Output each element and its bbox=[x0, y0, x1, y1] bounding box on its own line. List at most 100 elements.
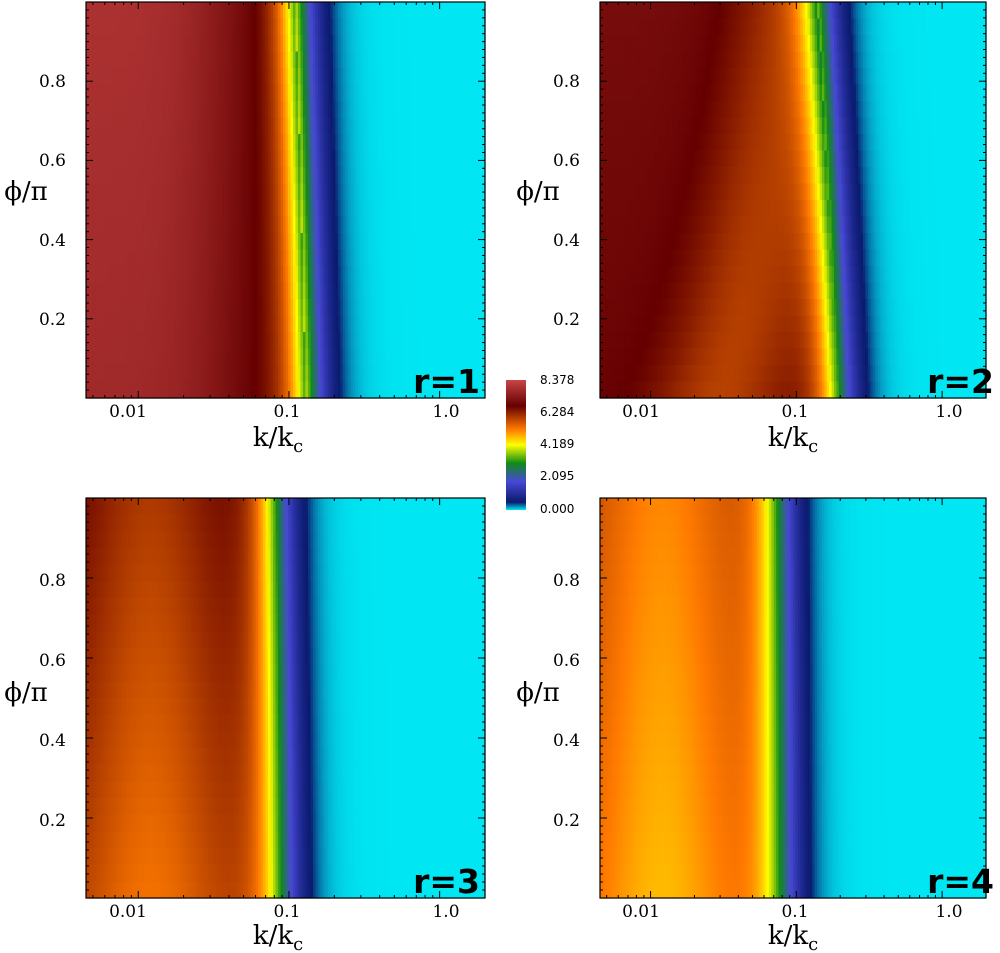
heatmap-cell bbox=[243, 101, 247, 119]
heatmap-cell bbox=[98, 315, 102, 333]
heatmap-cell bbox=[362, 266, 366, 284]
heatmap-cell bbox=[372, 18, 376, 36]
heatmap-cell bbox=[285, 249, 289, 267]
heatmap-cell bbox=[153, 282, 157, 300]
heatmap-cell bbox=[846, 18, 850, 36]
heatmap-cell bbox=[320, 200, 324, 218]
heatmap-cell bbox=[280, 381, 284, 399]
heatmap-cell bbox=[850, 51, 854, 69]
heatmap-cell bbox=[86, 35, 90, 53]
heatmap-cell bbox=[195, 381, 199, 399]
heatmap-cell bbox=[920, 51, 924, 69]
heatmap-cell bbox=[108, 183, 112, 201]
heatmap-cell bbox=[809, 68, 813, 86]
heatmap-cell bbox=[218, 101, 222, 119]
heatmap-cell bbox=[188, 134, 192, 152]
heatmap-r2 bbox=[600, 2, 987, 399]
heatmap-cell bbox=[382, 299, 386, 317]
heatmap-cell bbox=[200, 249, 204, 267]
heatmap-cell bbox=[952, 68, 956, 86]
heatmap-cell bbox=[367, 233, 371, 251]
heatmap-cell bbox=[355, 200, 359, 218]
heatmap-cell bbox=[213, 348, 217, 366]
heatmap-cell bbox=[300, 315, 304, 333]
heatmap-cell bbox=[173, 299, 177, 317]
heatmap-cell bbox=[88, 266, 92, 284]
heatmap-cell bbox=[160, 200, 164, 218]
heatmap-cell bbox=[235, 35, 239, 53]
heatmap-cell bbox=[337, 117, 341, 135]
heatmap-cell bbox=[228, 332, 232, 350]
heatmap-cell bbox=[412, 200, 416, 218]
heatmap-cell bbox=[95, 68, 100, 86]
heatmap-cell bbox=[315, 84, 319, 102]
heatmap-cell bbox=[283, 233, 287, 251]
heatmap-cell bbox=[812, 18, 816, 36]
heatmap-cell bbox=[655, 2, 659, 20]
heatmap-cell bbox=[462, 18, 466, 36]
heatmap-cell bbox=[135, 249, 139, 267]
heatmap-cell bbox=[203, 18, 207, 36]
heatmap-cell bbox=[130, 332, 134, 350]
heatmap-cell bbox=[173, 68, 177, 86]
heatmap-cell bbox=[223, 183, 227, 201]
heatmap-cell bbox=[183, 299, 187, 317]
heatmap-cell bbox=[185, 35, 189, 53]
heatmap-cell bbox=[233, 35, 237, 53]
heatmap-cell bbox=[113, 315, 117, 333]
heatmap-cell bbox=[113, 365, 117, 383]
heatmap-cell bbox=[477, 348, 481, 366]
heatmap-cell bbox=[95, 332, 100, 350]
heatmap-cell bbox=[170, 35, 174, 53]
heatmap-cell bbox=[679, 2, 683, 20]
heatmap-cell bbox=[877, 84, 881, 102]
heatmap-cell bbox=[600, 101, 604, 119]
heatmap-cell bbox=[470, 282, 474, 300]
heatmap-cell bbox=[255, 381, 259, 399]
heatmap-cell bbox=[342, 249, 346, 267]
heatmap-cell bbox=[365, 365, 369, 383]
heatmap-cell bbox=[307, 249, 312, 267]
heatmap-cell bbox=[425, 167, 429, 185]
heatmap-cell bbox=[440, 117, 444, 135]
heatmap-cell bbox=[911, 84, 915, 102]
heatmap-cell bbox=[263, 365, 267, 383]
heatmap-cell bbox=[437, 18, 441, 36]
heatmap-cell bbox=[120, 150, 124, 168]
heatmap-cell bbox=[435, 35, 439, 53]
heatmap-cell bbox=[342, 365, 346, 383]
heatmap-cell bbox=[795, 2, 799, 20]
heatmap-cell bbox=[165, 35, 169, 53]
heatmap-cell bbox=[193, 35, 197, 53]
heatmap-cell bbox=[133, 249, 137, 267]
heatmap-cell bbox=[407, 150, 411, 168]
heatmap-cell bbox=[838, 51, 842, 69]
heatmap-cell bbox=[158, 381, 162, 399]
heatmap-cell bbox=[437, 150, 441, 168]
heatmap-cell bbox=[205, 2, 209, 20]
heatmap-cell bbox=[238, 68, 242, 86]
y-tick-label: 0.8 bbox=[39, 72, 66, 92]
heatmap-cell bbox=[280, 167, 284, 185]
heatmap-cell bbox=[437, 299, 441, 317]
heatmap-cell bbox=[233, 101, 237, 119]
heatmap-cell bbox=[455, 348, 459, 366]
heatmap-cell bbox=[300, 101, 304, 119]
heatmap-cell bbox=[327, 68, 331, 86]
heatmap-cell bbox=[118, 183, 122, 201]
heatmap-cell bbox=[684, 51, 688, 69]
heatmap-cell bbox=[460, 84, 464, 102]
heatmap-cell bbox=[347, 249, 351, 267]
heatmap-cell bbox=[732, 68, 736, 86]
heatmap-cell bbox=[402, 266, 406, 284]
heatmap-cell bbox=[138, 365, 142, 383]
heatmap-cell bbox=[619, 68, 623, 86]
heatmap-cell bbox=[432, 51, 436, 69]
heatmap-cell bbox=[417, 315, 421, 333]
heatmap-cell bbox=[90, 18, 95, 36]
heatmap-cell bbox=[170, 200, 174, 218]
heatmap-cell bbox=[178, 150, 182, 168]
heatmap-cell bbox=[385, 35, 389, 53]
heatmap-cell bbox=[367, 117, 371, 135]
heatmap-cell bbox=[862, 68, 866, 86]
